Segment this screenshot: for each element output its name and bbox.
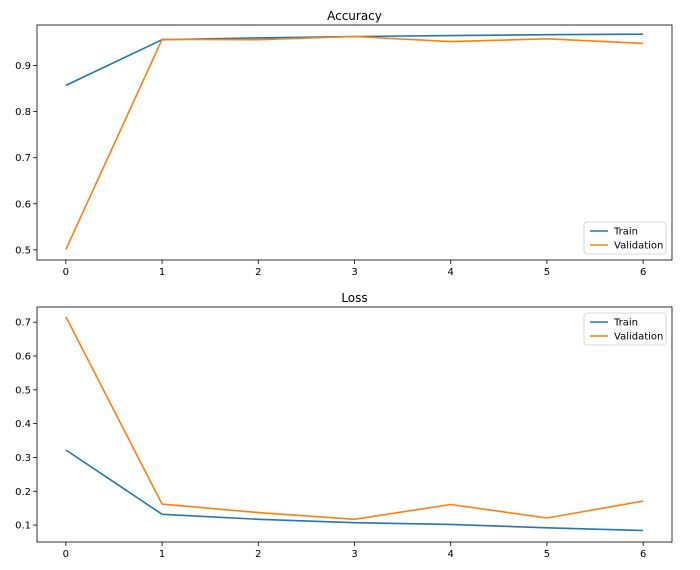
series-line-train (65, 449, 644, 532)
legend: Train Validation (583, 312, 667, 346)
y-tick-label: 0.6 (15, 199, 31, 210)
chart-title: Accuracy (327, 9, 382, 23)
y-tick-label: 0.7 (15, 153, 31, 164)
accuracy-chart: Accuracy 0 1 2 3 4 5 6 0.5 0.6 0.7 0.8 0.9 Train Valid… (15, 9, 673, 278)
legend: Train Validation (583, 221, 667, 255)
x-tick-label: 6 (640, 549, 646, 560)
x-tick-label: 0 (63, 549, 69, 560)
legend-label-train: Train (613, 227, 638, 238)
series-line-validation (65, 35, 644, 250)
x-tick-label: 2 (255, 267, 261, 278)
y-tick-label: 0.4 (15, 419, 31, 430)
x-tick-label: 3 (351, 267, 357, 278)
x-tick-label: 5 (544, 549, 550, 560)
y-tick-label: 0.5 (15, 385, 31, 396)
y-tick-label: 0.3 (15, 453, 31, 464)
legend-label-validation: Validation (614, 241, 663, 252)
x-tick-label: 4 (448, 267, 454, 278)
series-line-validation (65, 316, 644, 521)
plot-frame (36, 306, 673, 543)
legend-box (583, 312, 667, 346)
x-tick-label: 4 (448, 549, 454, 560)
x-tick-label: 1 (159, 549, 165, 560)
x-tick-label: 3 (351, 549, 357, 560)
legend-box (583, 221, 667, 255)
y-tick-label: 0.5 (15, 245, 31, 256)
legend-label-validation: Validation (614, 332, 663, 343)
y-tick-label: 0.8 (15, 107, 31, 118)
x-tick-label: 1 (159, 267, 165, 278)
plot-frame (36, 24, 673, 261)
x-tick-label: 2 (255, 549, 261, 560)
y-tick-label: 0.6 (15, 352, 31, 363)
x-tick-label: 0 (63, 267, 69, 278)
y-tick-label: 0.9 (15, 61, 31, 72)
y-tick-label: 0.7 (15, 318, 31, 329)
chart-title: Loss (341, 291, 367, 305)
y-tick-label: 0.2 (15, 487, 31, 498)
x-tick-label: 5 (544, 267, 550, 278)
loss-chart: Loss 0 1 2 3 4 5 6 0.1 0.2 0.3 0.4 0.5 0.6 0.7 Train Val… (15, 291, 673, 560)
legend-label-train: Train (613, 318, 638, 329)
y-tick-label: 0.1 (15, 521, 31, 532)
x-tick-label: 6 (640, 267, 646, 278)
